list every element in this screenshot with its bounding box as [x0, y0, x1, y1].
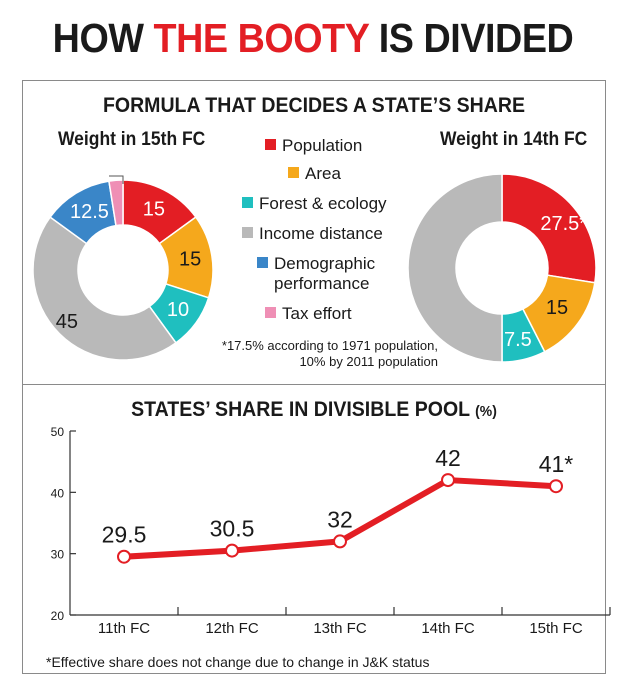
legend-label: Demographic performance — [274, 254, 376, 293]
footnote: *Effective share does not change due to … — [46, 654, 430, 670]
donut-label-forest-ecology: 10 — [167, 299, 189, 321]
donut-label-population: 15 — [143, 198, 165, 220]
legend-item-area: Area — [288, 164, 341, 184]
y-tick-label: 40 — [51, 486, 65, 500]
donut-label-forest-ecology: 7.5 — [504, 329, 532, 351]
panel-divider — [22, 384, 606, 385]
donut-label-demographic-performance: 12.5 — [70, 201, 109, 223]
donut-14th-title: Weight in 14th FC — [440, 129, 588, 150]
data-label: 42 — [435, 445, 461, 471]
data-point — [225, 543, 239, 558]
legend-item-tax: Tax effort — [265, 304, 352, 324]
data-label: 29.5 — [102, 522, 147, 548]
x-tick-label: 11th FC — [98, 620, 150, 637]
line-chart-divisible-pool: 20 30 40 50 11th FC 12th FC 13th FC 14th FC 15th… — [51, 425, 611, 637]
donut-label-area: 15 — [546, 297, 568, 319]
headline-part-2: THE BOOTY — [153, 15, 370, 61]
tax-effort-callout-line — [109, 175, 124, 184]
legend-label: Tax effort — [282, 304, 352, 323]
legend-label: Income distance — [259, 224, 383, 243]
data-point — [117, 549, 131, 564]
data-point — [441, 473, 455, 488]
data-label: 41* — [539, 451, 574, 477]
headline-part-3: IS DIVIDED — [378, 15, 574, 61]
x-tick-label: 13th FC — [313, 620, 367, 637]
legend-swatch — [288, 167, 299, 178]
panel-border — [22, 80, 606, 674]
legend-swatch — [242, 227, 253, 238]
population-note: *17.5% according to 1971 population, 10%… — [221, 338, 438, 369]
donut-15th-title: Weight in 15th FC — [58, 129, 206, 150]
legend-swatch — [257, 257, 268, 268]
legend-item-population: Population — [265, 136, 362, 156]
data-point — [333, 534, 347, 549]
y-tick-label: 20 — [51, 609, 65, 623]
donut-slice-tax-effort — [108, 179, 124, 227]
legend-label: Population — [282, 136, 363, 155]
headline: HOW THE BOOTY IS DIVIDED — [25, 14, 601, 62]
x-tick-label: 14th FC — [421, 620, 475, 637]
legend-label: Forest & ecology — [259, 194, 387, 213]
x-tick-label: 12th FC — [205, 620, 259, 637]
line-chart-title: STATES’ SHARE IN DIVISIBLE POOL (%) — [42, 398, 585, 422]
legend-swatch — [265, 139, 276, 150]
legend-item-income: Income distance — [242, 224, 383, 244]
legend-swatch — [265, 307, 276, 318]
legend-item-forest: Forest & ecology — [242, 194, 387, 214]
x-tick-label: 15th FC — [529, 620, 583, 637]
line-chart-title-text: STATES’ SHARE IN DIVISIBLE POOL — [131, 398, 470, 421]
donut-slice-income-distance — [32, 216, 177, 361]
legend-item-demographic: Demographic performance — [257, 254, 417, 294]
y-tick-label: 30 — [51, 548, 65, 562]
headline-part-1: HOW — [52, 15, 144, 61]
formula-title: FORMULA THAT DECIDES A STATE’S SHARE — [102, 94, 526, 117]
donut-label-income-distance: 45 — [56, 311, 78, 333]
legend-swatch — [242, 197, 253, 208]
donut-slice-population — [501, 173, 597, 284]
line-chart-title-unit: (%) — [475, 403, 497, 420]
donut-label-area: 15 — [179, 248, 201, 270]
y-tick-label: 50 — [51, 425, 65, 439]
donut-slice-income-distance — [407, 173, 503, 363]
donut-chart-14th-fc: 27.5*157.550 — [407, 173, 597, 363]
data-point — [549, 479, 563, 494]
donut-label-population: 27.5* — [540, 213, 587, 235]
legend-label: Area — [305, 164, 341, 183]
data-label: 30.5 — [210, 516, 255, 542]
data-label: 32 — [327, 506, 353, 532]
